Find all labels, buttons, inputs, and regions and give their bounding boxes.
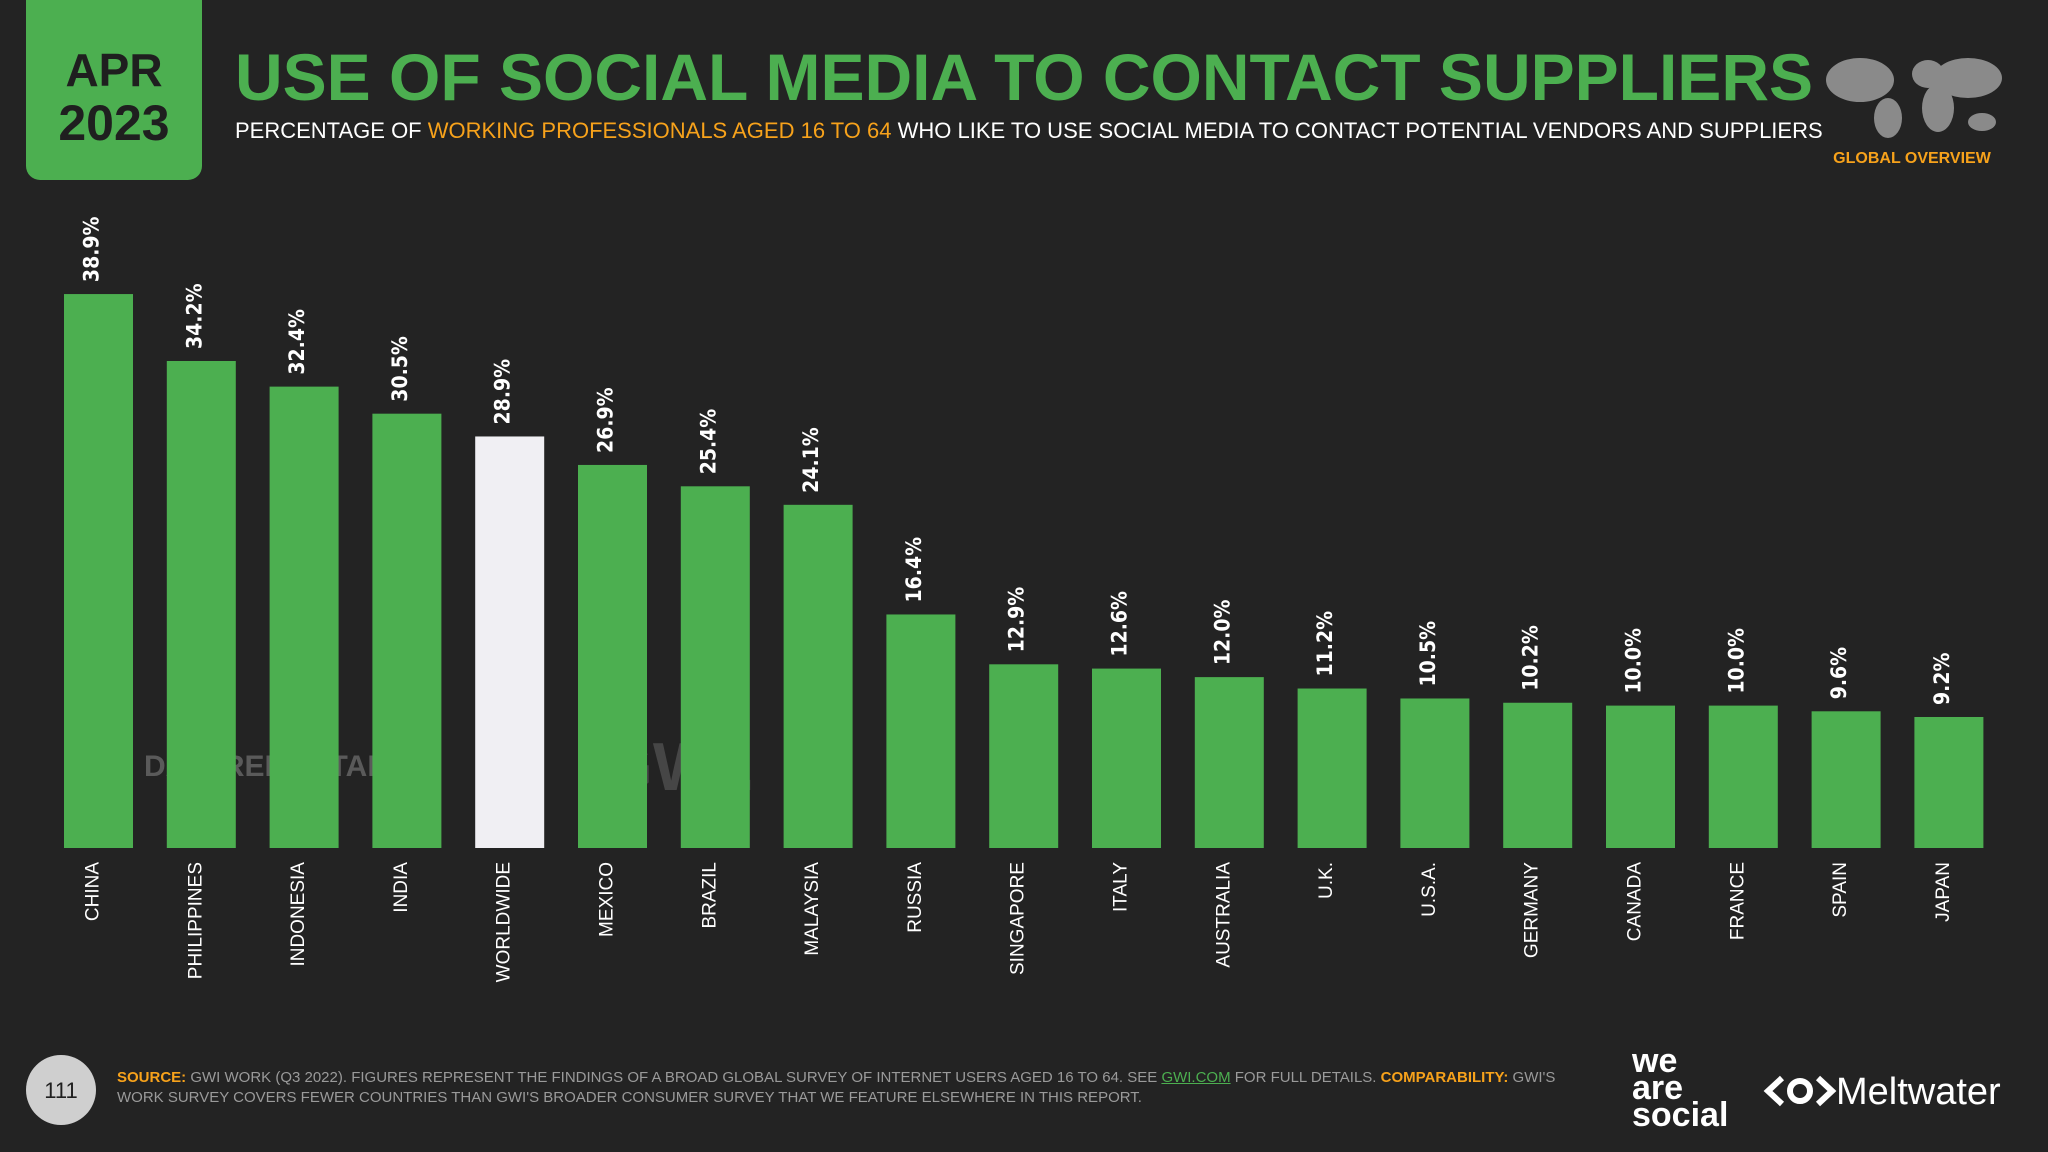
region-label: GLOBAL OVERVIEW [1833, 150, 1992, 167]
source-label: SOURCE: [117, 1069, 187, 1086]
value-label: 10.0% [1622, 628, 1646, 694]
bar [578, 464, 647, 848]
subtitle-part: WHO LIKE TO USE SOCIAL MEDIA TO CONTACT … [892, 118, 1823, 143]
value-label: 25.4% [696, 409, 720, 475]
brand-line: we [1631, 1042, 1677, 1080]
bar [1503, 702, 1573, 848]
bar [886, 614, 956, 848]
source-link[interactable]: GWI.COM [1161, 1069, 1231, 1086]
bar [680, 486, 750, 848]
bar [475, 436, 545, 848]
bar [1606, 705, 1675, 848]
subtitle-highlight: WORKING PROFESSIONALS AGED 16 TO 64 [428, 118, 892, 143]
bar [1194, 677, 1264, 848]
badge-year: 2023 [58, 95, 169, 151]
category-label: MALAYSIA [802, 862, 823, 956]
bar [1297, 688, 1367, 848]
category-label: FRANCE [1727, 862, 1748, 940]
value-label: 10.2% [1519, 625, 1543, 691]
subtitle: PERCENTAGE OF WORKING PROFESSIONALS AGED… [235, 118, 1823, 143]
category-label: GERMANY [1522, 862, 1543, 958]
category-label: PHILIPPINES [185, 862, 206, 979]
bar [1092, 668, 1161, 848]
value-label: 9.2% [1930, 653, 1954, 705]
category-label: U.K. [1316, 862, 1337, 899]
value-label: 16.4% [902, 537, 926, 603]
category-label: CHINA [83, 862, 104, 921]
comparability-label: COMPARABILITY: [1380, 1069, 1509, 1086]
bar [1914, 716, 1984, 848]
source-text: GWI WORK (Q3 2022). FIGURES REPRESENT TH… [186, 1069, 1162, 1086]
source-text: FOR FULL DETAILS. [1230, 1069, 1381, 1086]
category-label: AUSTRALIA [1213, 862, 1234, 968]
meltwater-logo [1763, 1075, 1837, 1107]
bar [1400, 698, 1470, 848]
value-label: 34.2% [182, 283, 206, 349]
value-label: 28.9% [491, 359, 515, 425]
page-badge [26, 1055, 96, 1125]
category-label: ITALY [1111, 862, 1132, 912]
world-map [1826, 58, 2002, 138]
subtitle-part: PERCENTAGE OF [235, 118, 428, 143]
bar [372, 413, 442, 848]
value-label: 26.9% [594, 387, 618, 453]
bar [783, 504, 853, 848]
category-label: MEXICO [597, 862, 618, 937]
brand-line: are [1632, 1069, 1683, 1107]
value-label: 38.9% [80, 216, 104, 282]
source-note: SOURCE: GWI WORK (Q3 2022). FIGURES REPR… [117, 1068, 1557, 1108]
value-label: 12.6% [1108, 591, 1132, 657]
category-label: RUSSIA [905, 862, 926, 933]
bar [1811, 711, 1881, 848]
brand-line: social [1632, 1096, 1728, 1134]
value-label: 24.1% [799, 427, 823, 493]
brand-name: Meltwater [1836, 1071, 2001, 1113]
bar [166, 360, 236, 848]
category-label: INDIA [391, 862, 412, 913]
value-label: 30.5% [388, 336, 412, 402]
category-label: CANADA [1625, 862, 1646, 942]
value-label: 12.0% [1210, 600, 1234, 666]
category-label: INDONESIA [288, 862, 309, 967]
category-label: JAPAN [1933, 862, 1954, 922]
value-label: 10.0% [1724, 628, 1748, 694]
badge-month: APR [65, 44, 162, 96]
category-label: SINGAPORE [1008, 862, 1029, 975]
bar [1708, 705, 1778, 848]
value-label: 11.2% [1313, 611, 1337, 677]
category-label: WORLDWIDE [494, 862, 515, 982]
category-label: U.S.A. [1419, 862, 1440, 917]
date-badge [26, 0, 202, 180]
comparability-text: GWI'S WORK SURVEY COVERS FEWER COUNTRIES… [117, 1069, 1556, 1106]
bar [269, 386, 339, 848]
value-label: 12.9% [1005, 587, 1029, 653]
value-label: 10.5% [1416, 621, 1440, 687]
category-label: BRAZIL [699, 862, 720, 929]
value-label: 9.6% [1827, 647, 1851, 699]
bar [989, 664, 1059, 848]
bars: 38.9% CHINA 34.2% PHILIPPINES 32.4% INDONESIA… [64, 216, 1984, 982]
bar [64, 294, 133, 849]
page-number: 111 [44, 1078, 77, 1103]
category-label: SPAIN [1830, 862, 1851, 918]
value-label: 32.4% [285, 309, 309, 375]
title: USE OF SOCIAL MEDIA TO CONTACT SUPPLIERS [235, 40, 1813, 114]
